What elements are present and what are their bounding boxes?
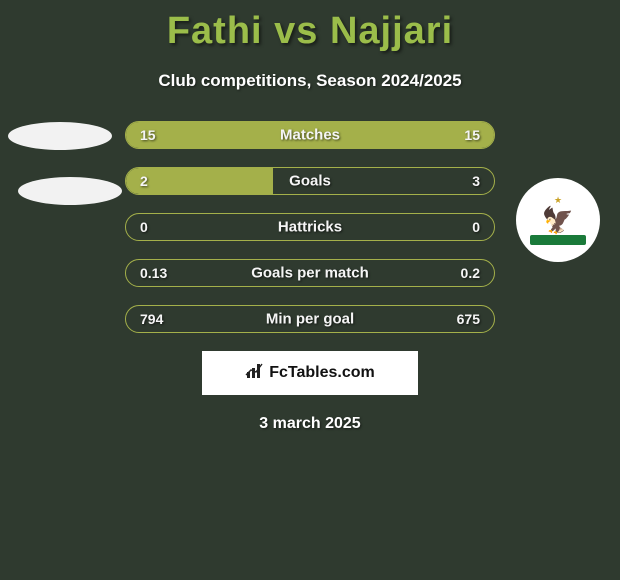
ribbon-icon bbox=[530, 235, 586, 245]
bar-value-left: 15 bbox=[140, 127, 156, 143]
stat-bar: 15 Matches 15 bbox=[125, 121, 495, 149]
stat-bar: 0.13 Goals per match 0.2 bbox=[125, 259, 495, 287]
bar-label: Hattricks bbox=[278, 219, 342, 236]
chart-icon bbox=[245, 362, 265, 385]
page-title: Fathi vs Najjari bbox=[0, 0, 620, 53]
bar-label: Min per goal bbox=[266, 311, 354, 328]
stat-bar: 2 Goals 3 bbox=[125, 167, 495, 195]
left-logo-1 bbox=[8, 122, 112, 150]
bar-value-right: 0.2 bbox=[461, 265, 480, 281]
subtitle: Club competitions, Season 2024/2025 bbox=[0, 71, 620, 91]
bar-value-right: 675 bbox=[457, 311, 480, 327]
bar-value-left: 0 bbox=[140, 219, 148, 235]
brand-box: FcTables.com bbox=[202, 351, 418, 395]
stats-bars: 15 Matches 15 2 Goals 3 0 Hattricks 0 0.13 Goals p… bbox=[125, 121, 495, 333]
bar-value-right: 15 bbox=[464, 127, 480, 143]
bar-value-left: 0.13 bbox=[140, 265, 167, 281]
bar-label: Goals per match bbox=[251, 265, 369, 282]
bar-value-right: 0 bbox=[472, 219, 480, 235]
bar-value-left: 794 bbox=[140, 311, 163, 327]
bar-fill-left bbox=[126, 168, 273, 194]
bar-value-right: 3 bbox=[472, 173, 480, 189]
date-text: 3 march 2025 bbox=[0, 415, 620, 433]
stat-bar: 0 Hattricks 0 bbox=[125, 213, 495, 241]
eagle-icon: 🦅 bbox=[542, 207, 574, 233]
brand-text: FcTables.com bbox=[269, 364, 375, 382]
right-club-logo: ★ 🦅 bbox=[516, 178, 600, 262]
left-logo-2 bbox=[18, 177, 122, 205]
bar-label: Matches bbox=[280, 127, 340, 144]
bar-label: Goals bbox=[289, 173, 331, 190]
bar-value-left: 2 bbox=[140, 173, 148, 189]
stat-bar: 794 Min per goal 675 bbox=[125, 305, 495, 333]
